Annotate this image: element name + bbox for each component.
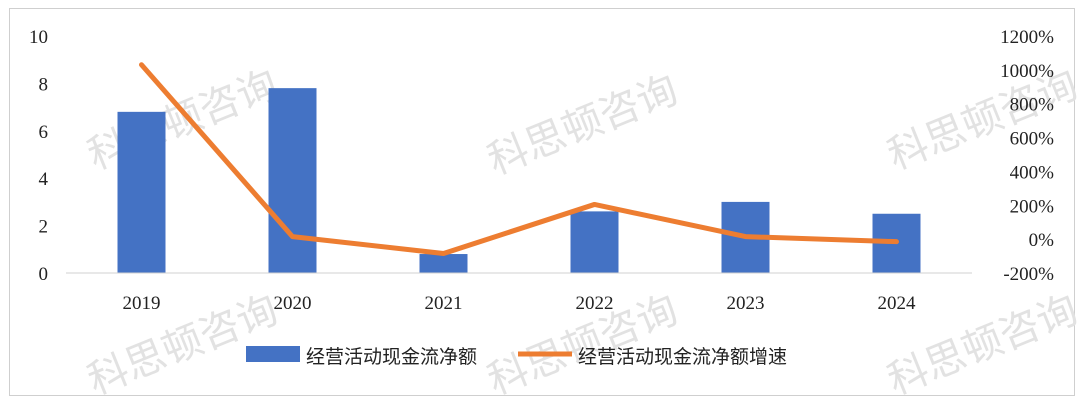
line-series	[139, 62, 899, 257]
y-right-tick-label: 1000%	[1000, 61, 1054, 82]
growth-line	[139, 62, 899, 257]
bar	[117, 111, 166, 273]
y-left-tick-label: 0	[39, 264, 49, 285]
watermark-text: 科思顿咨询	[82, 287, 285, 402]
chart-frame	[9, 8, 1075, 396]
legend-bar-label: 经营活动现金流净额	[306, 346, 477, 368]
legend-bar-swatch	[246, 346, 300, 362]
x-tick-label: 2021	[425, 293, 463, 314]
y-left-tick-label: 2	[39, 217, 49, 238]
y-right-tick-label: 1200%	[1000, 27, 1054, 48]
bars	[117, 88, 921, 273]
legend: 经营活动现金流净额 经营活动现金流净额增速	[246, 346, 787, 368]
y-right-tick-label: -200%	[1003, 264, 1054, 285]
y-left-tick-label: 10	[29, 27, 48, 48]
watermark-text: 科思顿咨询	[482, 67, 685, 185]
axes: 0 2 4 6 8 10 -200% 0% 200% 400% 600% 800% 1000% 1200%…	[29, 27, 1054, 314]
y-right-tick-label: 600%	[1010, 129, 1055, 150]
x-tick-label: 2023	[727, 293, 765, 314]
x-tick-label: 2019	[123, 293, 161, 314]
y-right-tick-label: 0%	[1029, 230, 1055, 251]
x-tick-label: 2024	[878, 293, 917, 314]
legend-line-label: 经营活动现金流净额增速	[578, 346, 787, 368]
y-left-tick-label: 8	[39, 74, 49, 95]
y-right-tick-label: 200%	[1010, 196, 1055, 217]
watermark-text: 科思顿咨询	[82, 62, 285, 180]
y-right-tick-label: 400%	[1010, 162, 1055, 183]
bar	[570, 211, 619, 273]
y-left-tick-label: 4	[39, 169, 49, 190]
bar	[268, 88, 317, 273]
y-left-tick-label: 6	[39, 122, 49, 143]
bar	[419, 254, 468, 273]
x-tick-label: 2020	[274, 293, 312, 314]
x-tick-label: 2022	[576, 293, 614, 314]
y-right-tick-label: 800%	[1010, 95, 1055, 116]
